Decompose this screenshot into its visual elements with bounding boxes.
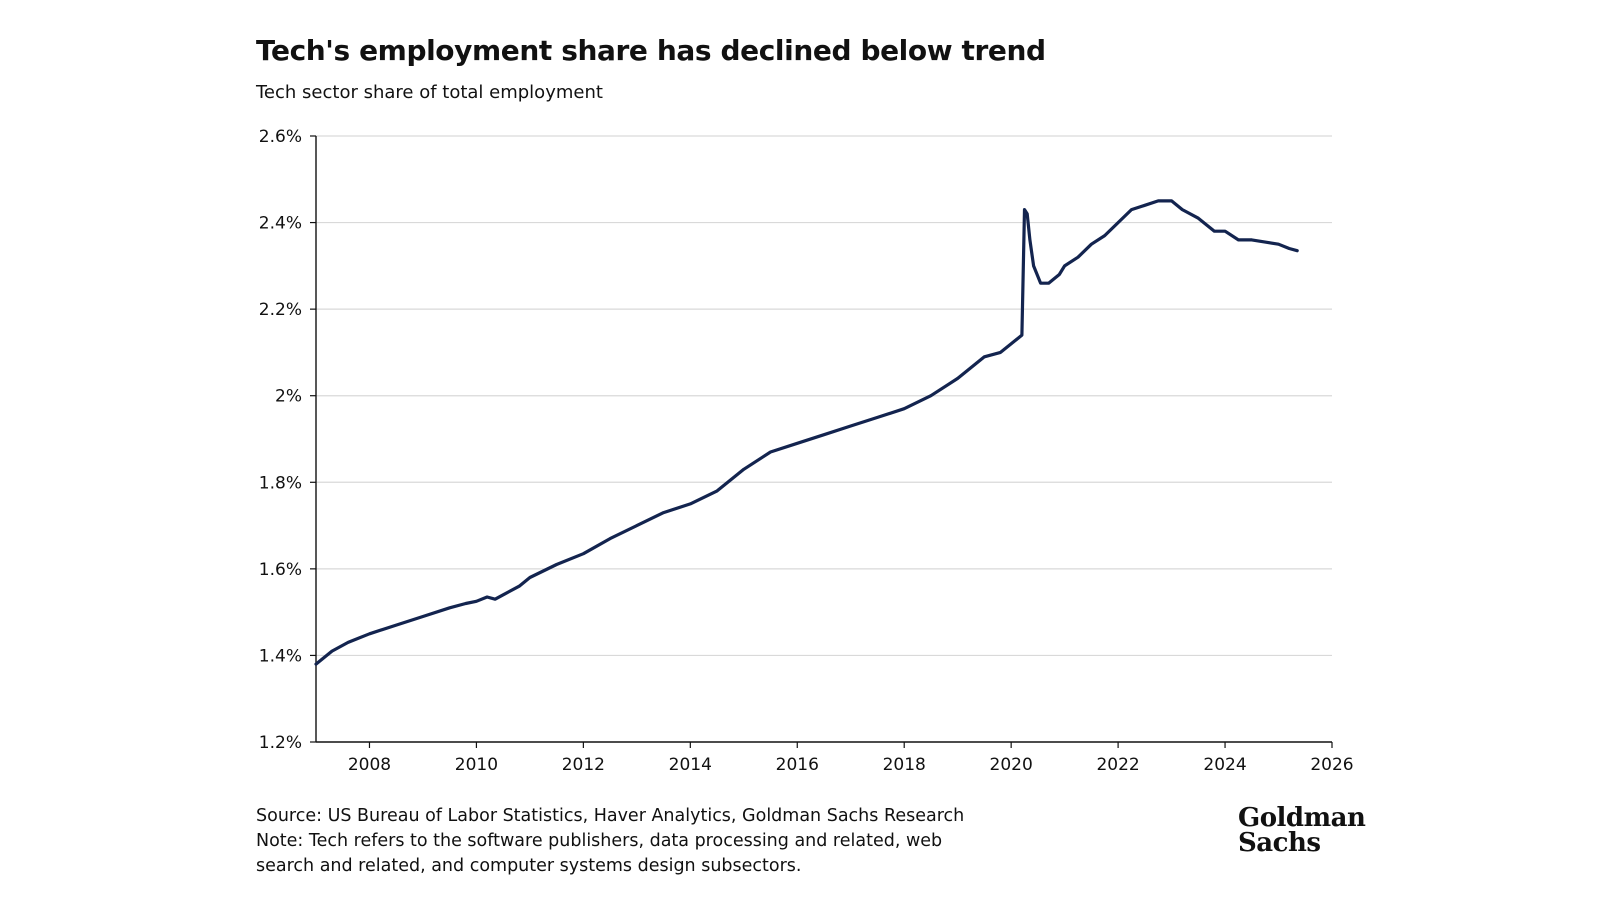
chart-title: Tech's employment share has declined bel… bbox=[256, 34, 1046, 67]
logo-line-2: Sachs bbox=[1238, 828, 1321, 858]
x-tick-label: 2010 bbox=[455, 755, 498, 775]
x-tick-label: 2018 bbox=[883, 755, 926, 775]
line-chart: 1.2%1.4%1.6%1.8%2%2.2%2.4%2.6% 2008 2010 2… bbox=[259, 127, 1354, 775]
y-tick-label: 1.4% bbox=[259, 646, 302, 666]
x-tick-label: 2014 bbox=[669, 755, 712, 775]
definition-note-line-2: search and related, and computer systems… bbox=[256, 856, 802, 876]
y-tick-label: 1.6% bbox=[259, 560, 302, 580]
x-tick-label: 2012 bbox=[562, 755, 605, 775]
x-tick-label: 2022 bbox=[1096, 755, 1139, 775]
definition-note-line-1: Note: Tech refers to the software publis… bbox=[256, 831, 943, 851]
y-tick-label: 2.4% bbox=[259, 214, 302, 234]
tech-employment-share-line bbox=[314, 199, 1299, 666]
y-tick-label: 2.2% bbox=[259, 300, 302, 320]
y-tick-label: 2.6% bbox=[259, 127, 302, 147]
chart-subtitle: Tech sector share of total employment bbox=[256, 82, 603, 103]
y-tick-label: 2% bbox=[275, 387, 302, 407]
x-tick-label: 2026 bbox=[1310, 755, 1353, 775]
series-lines bbox=[314, 199, 1299, 666]
chart-footer: Source: US Bureau of Labor Statistics, H… bbox=[256, 804, 964, 879]
x-tick-label: 2008 bbox=[348, 755, 391, 775]
x-tick-label: 2016 bbox=[776, 755, 819, 775]
x-tick-labels: 2008 2010 2012 2014 2016 2018 2020 2022 2024 2026 bbox=[348, 755, 1354, 775]
logo-line-1: Goldman bbox=[1238, 803, 1366, 833]
y-tick-label: 1.2% bbox=[259, 733, 302, 753]
source-note: Source: US Bureau of Labor Statistics, H… bbox=[256, 806, 965, 826]
y-tick-label: 1.8% bbox=[259, 473, 302, 493]
y-tick-labels: 1.2% 1.4% 1.6% 1.8% 2% 2.2% 2.4% 2.6% bbox=[259, 127, 302, 753]
x-tick-label: 2024 bbox=[1203, 755, 1246, 775]
gridlines bbox=[316, 135, 1332, 657]
axes bbox=[310, 135, 1333, 748]
x-tick-label: 2020 bbox=[990, 755, 1033, 775]
goldman-sachs-logo: Goldman Sachs bbox=[1238, 803, 1366, 858]
